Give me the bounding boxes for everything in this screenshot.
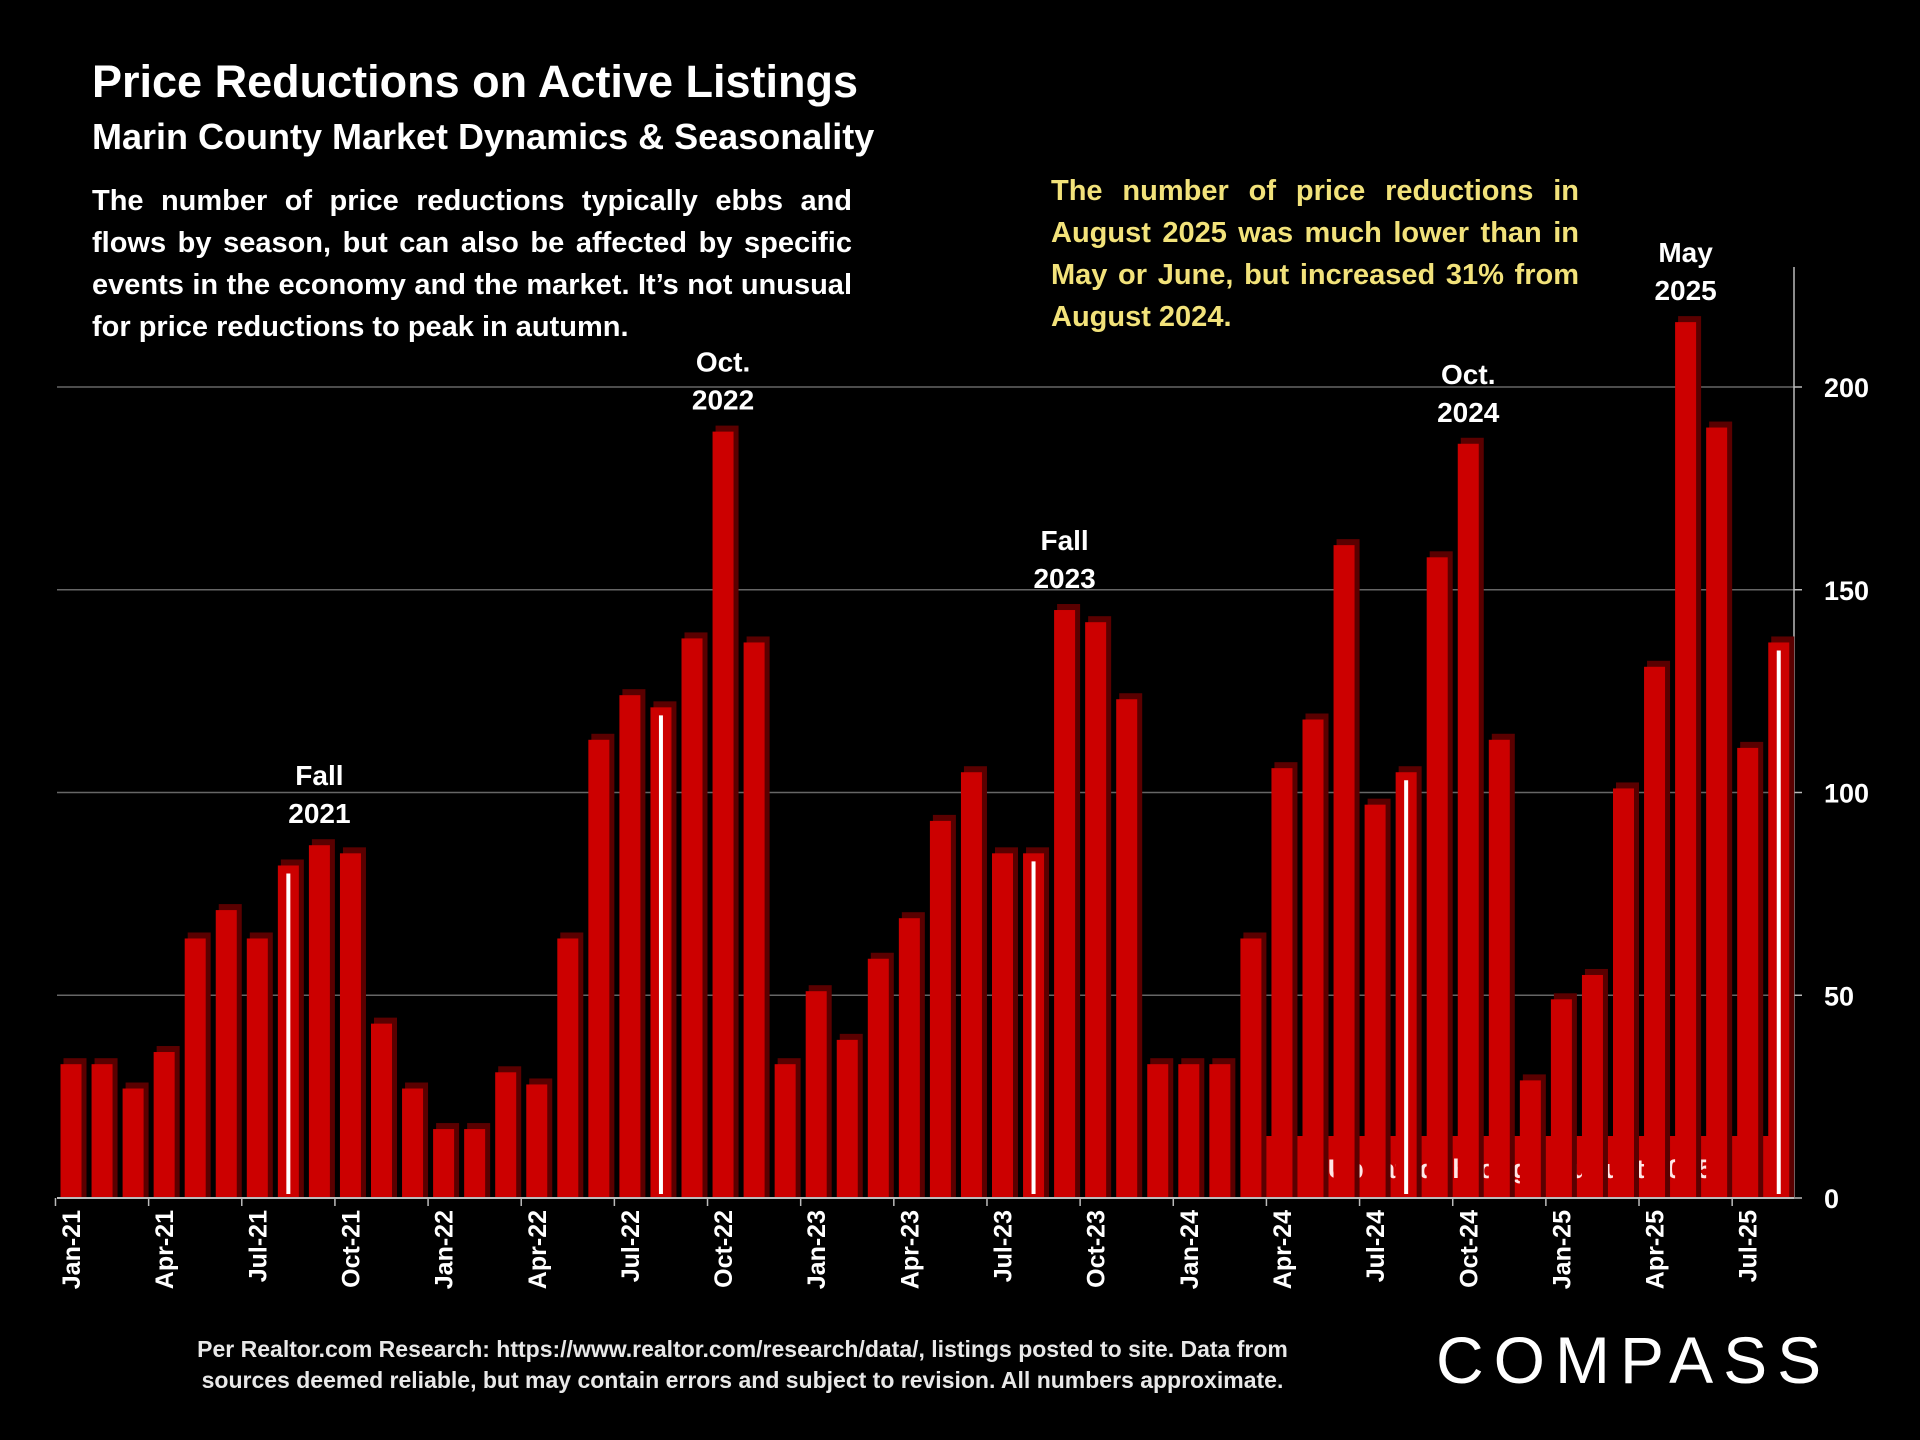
x-tick-label: Apr-23	[896, 1210, 924, 1289]
bar-Oct-23	[1085, 622, 1107, 1198]
bar-Mar-25	[1613, 788, 1634, 1198]
x-tick-label: Oct-24	[1455, 1210, 1483, 1288]
bar-Jan-22	[433, 1129, 455, 1198]
bar-Mar-22	[495, 1072, 517, 1198]
bar-Mar-24	[1240, 938, 1262, 1198]
bar-Mar-21	[122, 1088, 144, 1198]
bar-Jul-24	[1364, 804, 1386, 1198]
x-tick-label: Jan-23	[803, 1210, 831, 1289]
x-tick-label: Jul-23	[990, 1210, 1018, 1282]
bar-Nov-23	[1116, 699, 1138, 1198]
bar-Mar-23	[867, 958, 889, 1198]
x-tick-label: Apr-24	[1269, 1210, 1297, 1289]
bar-Feb-23	[836, 1039, 858, 1198]
annotation-line2: 2021	[288, 798, 350, 829]
bar-Dec-21	[402, 1088, 424, 1198]
highlight-note: The number of price reductions in August…	[1051, 175, 1579, 333]
y-tick-label: 100	[1824, 779, 1869, 809]
bar-Nov-21	[371, 1023, 392, 1198]
y-tick-label: 150	[1824, 576, 1869, 606]
x-tick-label: Oct-22	[710, 1210, 738, 1288]
x-tick-label: Apr-25	[1642, 1210, 1670, 1289]
bar-Jul-21	[246, 938, 268, 1198]
bar-Jan-25	[1550, 999, 1572, 1198]
annotation-line1: Fall	[295, 760, 343, 791]
x-tick-label: Jul-24	[1362, 1210, 1390, 1282]
x-tick-label: Oct-21	[337, 1210, 365, 1288]
bar-May-23	[929, 820, 951, 1198]
bar-Jul-22	[619, 695, 641, 1198]
bar-May-24	[1302, 719, 1324, 1198]
footnote: Per Realtor.com Research: https://www.re…	[140, 1334, 1345, 1396]
bar-Dec-24	[1519, 1080, 1541, 1198]
bar-Apr-21	[153, 1052, 175, 1198]
annotation-line1: Oct.	[1441, 359, 1495, 390]
bar-May-22	[557, 938, 579, 1198]
bar-Sep-23	[1054, 610, 1076, 1198]
bar-Sep-22	[681, 638, 703, 1198]
bar-Feb-21	[91, 1064, 113, 1198]
bar-Jan-23	[805, 991, 827, 1198]
bar-Jun-24	[1333, 545, 1355, 1198]
x-tick-label: Apr-21	[151, 1210, 179, 1289]
x-tick-label: Jul-25	[1735, 1210, 1763, 1282]
page-title: Price Reductions on Active Listings	[92, 56, 858, 107]
bar-Jan-21	[60, 1064, 82, 1198]
footnote-line-1: Per Realtor.com Research: https://www.re…	[197, 1336, 1288, 1362]
bar-Nov-22	[743, 642, 765, 1198]
x-tick-label: Jan-24	[1176, 1210, 1204, 1289]
annotation-line1: May	[1658, 237, 1713, 268]
bar-Oct-22	[712, 431, 734, 1199]
x-tick-label: Jan-22	[431, 1210, 459, 1289]
x-tick-label: Apr-22	[524, 1210, 552, 1289]
bar-Apr-23	[898, 918, 920, 1198]
bar-Sep-21	[308, 845, 330, 1198]
annotation-line2: 2025	[1654, 275, 1716, 306]
bar-Oct-24	[1457, 443, 1479, 1198]
bar-Feb-24	[1209, 1064, 1231, 1198]
bar-Jul-25	[1737, 747, 1759, 1198]
y-tick-label: 50	[1824, 981, 1854, 1011]
bar-Apr-22	[526, 1084, 548, 1198]
bar-Jun-22	[588, 739, 610, 1198]
bar-Apr-25	[1644, 666, 1666, 1198]
page-subtitle: Marin County Market Dynamics & Seasonali…	[92, 116, 875, 157]
bar-Jun-25	[1706, 427, 1728, 1198]
bar-Sep-24	[1426, 557, 1448, 1198]
bar-Jun-23	[960, 772, 982, 1198]
bar-May-21	[184, 938, 206, 1198]
footnote-line-2: sources deemed reliable, but may contain…	[201, 1367, 1284, 1393]
bar-Dec-22	[774, 1064, 796, 1198]
x-tick-label: Jan-25	[1548, 1210, 1576, 1289]
x-tick-label: Jul-21	[244, 1210, 272, 1282]
bar-Apr-24	[1271, 768, 1293, 1198]
bar-Oct-21	[339, 853, 361, 1198]
bar-Jun-21	[215, 910, 237, 1198]
bar-Dec-23	[1147, 1064, 1169, 1198]
annotation-line2: 2022	[692, 385, 754, 416]
bar-Feb-22	[464, 1129, 486, 1198]
bar-Feb-25	[1581, 974, 1603, 1198]
x-tick-label: Oct-23	[1083, 1210, 1111, 1288]
description-text: The number of price reductions typically…	[92, 185, 852, 343]
annotation-line2: 2024	[1437, 397, 1500, 428]
bar-Jan-24	[1178, 1064, 1200, 1198]
compass-logo: COMPASS	[1436, 1323, 1832, 1397]
bar-Jul-23	[992, 853, 1013, 1198]
bar-Nov-24	[1488, 739, 1510, 1198]
annotation-line2: 2023	[1033, 563, 1095, 594]
annotation-line1: Fall	[1040, 525, 1088, 556]
bar-May-25	[1675, 322, 1697, 1198]
y-tick-label: 200	[1824, 373, 1869, 403]
y-tick-label: 0	[1824, 1184, 1839, 1214]
annotation-line1: Oct.	[696, 347, 750, 378]
x-tick-label: Jan-21	[58, 1210, 86, 1289]
x-tick-label: Jul-22	[617, 1210, 645, 1282]
